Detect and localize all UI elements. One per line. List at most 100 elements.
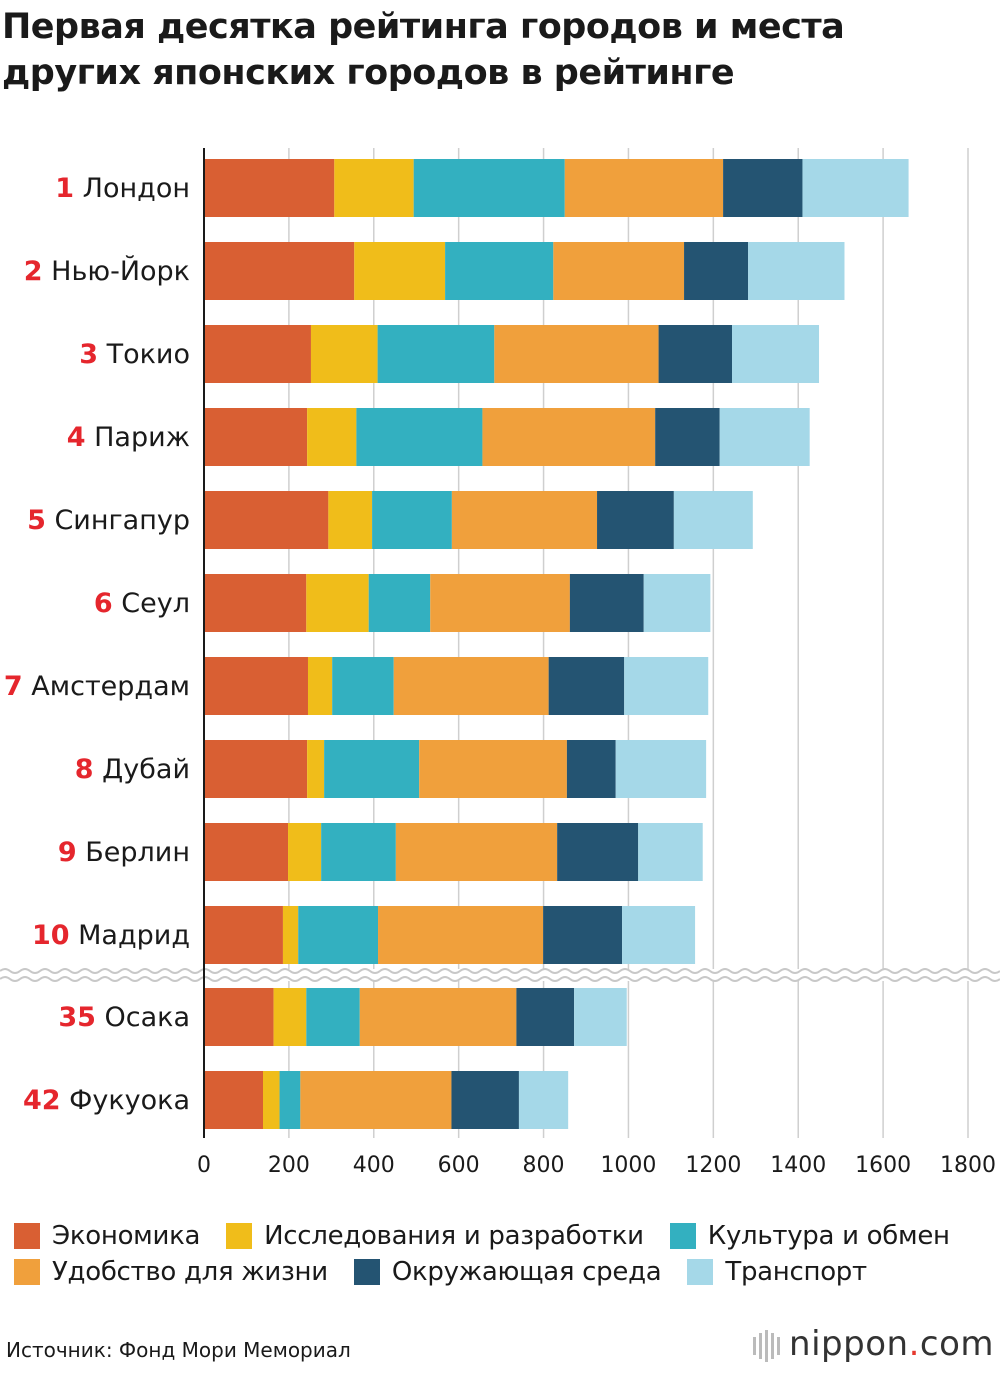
rank-number: 2 (24, 256, 43, 287)
rank-number: 5 (27, 505, 46, 536)
x-tick-label-0: 0 (197, 1153, 211, 1178)
city-name: Амстердам (23, 671, 190, 702)
x-tick-label-200: 200 (268, 1153, 310, 1178)
legend-item-livability: Удобство для жизни (14, 1257, 328, 1287)
category-label-Мадрид: 10 Мадрид (32, 920, 190, 951)
legend-label-economy: Экономика (52, 1221, 201, 1251)
bar-culture-Париж (356, 408, 483, 466)
rank-number: 8 (75, 754, 94, 785)
bar-livability-Париж (482, 408, 656, 466)
bar-culture-Дубай (324, 740, 420, 798)
category-label-Токио: 3 Токио (79, 339, 190, 370)
bar-livability-Нью-Йорк (553, 242, 685, 300)
city-name: Осака (96, 1002, 190, 1033)
legend-item-transport: Транспорт (687, 1257, 867, 1287)
bar-transport-Токио (732, 325, 820, 383)
legend-item-environment: Окружающая среда (353, 1257, 662, 1287)
bar-economy-Фукуока (204, 1071, 263, 1129)
x-tick-label-1800: 1800 (940, 1153, 996, 1178)
bar-environment-Лондон (723, 159, 803, 217)
x-tick-label-1600: 1600 (855, 1153, 911, 1178)
bar-research-Берлин (288, 823, 322, 881)
bar-economy-Нью-Йорк (204, 242, 355, 300)
rank-number: 4 (67, 422, 86, 453)
city-name: Дубай (94, 754, 190, 785)
bar-research-Нью-Йорк (354, 242, 446, 300)
rank-number: 10 (32, 920, 70, 951)
bar-livability-Лондон (564, 159, 724, 217)
city-name: Мадрид (70, 920, 190, 951)
bar-research-Осака (273, 988, 307, 1046)
city-name: Париж (86, 422, 190, 453)
legend-item-research: Исследования и разработки (226, 1221, 644, 1251)
bar-research-Мадрид (282, 906, 299, 964)
bar-environment-Амстердам (548, 657, 625, 715)
bar-culture-Нью-Йорк (445, 242, 554, 300)
rank-number: 9 (58, 837, 77, 868)
bar-culture-Сингапур (372, 491, 452, 549)
chart-title: Первая десятка рейтинга городов и места … (2, 7, 845, 93)
x-tick-label-1400: 1400 (770, 1153, 826, 1178)
legend-row-2: Удобство для жизни Окружающая среда Тран… (14, 1254, 1000, 1290)
city-name: Берлин (77, 837, 190, 868)
bar-environment-Нью-Йорк (684, 242, 749, 300)
bar-research-Париж (307, 408, 357, 466)
bar-economy-Дубай (204, 740, 308, 798)
bar-economy-Амстердам (204, 657, 308, 715)
bar-research-Дубай (307, 740, 325, 798)
nippon-logo-icon (753, 1329, 781, 1362)
rank-number: 6 (94, 588, 113, 619)
bar-research-Сингапур (328, 491, 373, 549)
bar-environment-Токио (658, 325, 733, 383)
bar-culture-Фукуока (279, 1071, 301, 1129)
bar-transport-Париж (719, 408, 810, 466)
bar-economy-Мадрид (204, 906, 283, 964)
bar-research-Сеул (306, 574, 369, 632)
bar-economy-Сингапур (204, 491, 329, 549)
bar-livability-Токио (494, 325, 659, 383)
bar-economy-Осака (204, 988, 274, 1046)
bar-economy-Лондон (204, 159, 335, 217)
bar-economy-Берлин (204, 823, 289, 881)
category-label-Сингапур: 5 Сингапур (27, 505, 190, 536)
bar-research-Амстердам (307, 657, 333, 715)
bar-transport-Сеул (643, 574, 711, 632)
bar-transport-Лондон (802, 159, 909, 217)
bar-transport-Осака (574, 988, 627, 1046)
bar-environment-Дубай (566, 740, 616, 798)
bar-transport-Мадрид (622, 906, 696, 964)
chart-plot: 0 200 400 600 800 1000 1200 1400 1600 1800 1 Лондо… (0, 148, 1000, 1178)
legend-swatch-economy (14, 1223, 40, 1249)
source-note: Источник: Фонд Мори Мемориал (6, 1338, 351, 1362)
legend-label-culture: Культура и обмен (707, 1221, 950, 1251)
bar-culture-Токио (377, 325, 495, 383)
bar-environment-Мадрид (543, 906, 623, 964)
category-label-Париж: 4 Париж (67, 422, 190, 453)
bar-culture-Осака (306, 988, 360, 1046)
axis-break-line-bottom (0, 976, 1000, 982)
rank-number: 1 (55, 173, 74, 204)
legend-item-culture: Культура и обмен (669, 1221, 950, 1251)
bar-economy-Сеул (204, 574, 307, 632)
bar-culture-Берлин (321, 823, 396, 881)
legend-label-environment: Окружающая среда (391, 1257, 662, 1287)
city-name: Сеул (113, 588, 190, 619)
rank-number: 42 (23, 1085, 61, 1116)
bar-environment-Фукуока (451, 1071, 519, 1129)
bar-livability-Сингапур (451, 491, 598, 549)
bar-livability-Мадрид (378, 906, 544, 964)
bar-culture-Мадрид (298, 906, 379, 964)
bar-research-Токио (310, 325, 378, 383)
legend-swatch-environment (353, 1259, 380, 1285)
category-label-Сеул: 6 Сеул (94, 588, 190, 619)
bar-livability-Дубай (419, 740, 567, 798)
brand-dot: . (908, 1324, 920, 1364)
city-name: Токио (98, 339, 190, 370)
rank-number: 7 (4, 671, 23, 702)
x-tick-label-800: 800 (523, 1153, 565, 1178)
x-tick-label-400: 400 (353, 1153, 395, 1178)
legend-label-transport: Транспорт (725, 1257, 867, 1287)
category-label-Амстердам: 7 Амстердам (4, 671, 190, 702)
bar-transport-Сингапур (673, 491, 753, 549)
bar-environment-Сингапур (597, 491, 674, 549)
